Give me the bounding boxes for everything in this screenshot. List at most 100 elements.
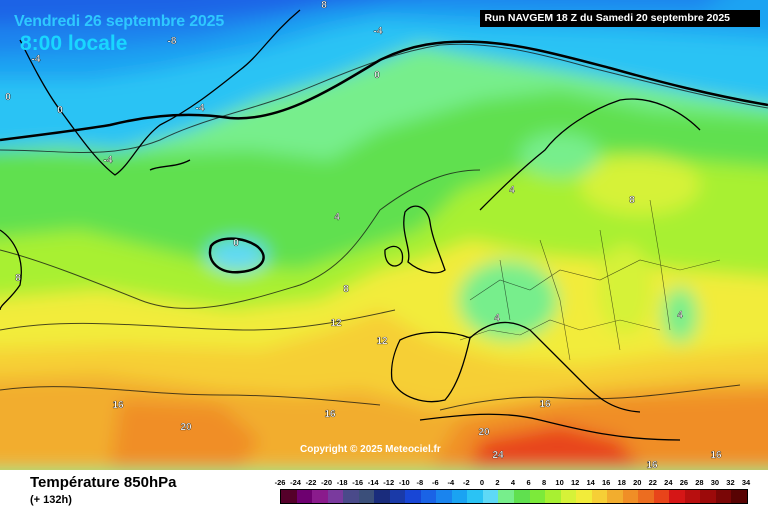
legend-tick-label: -20	[321, 478, 333, 487]
africa-coast	[419, 413, 681, 441]
legend-swatch	[607, 490, 623, 503]
legend-tick-label: 16	[602, 478, 611, 487]
iceland-coast	[149, 159, 191, 171]
label-0-greenland: 0	[57, 105, 63, 116]
legend-swatch	[560, 490, 577, 503]
legend-swatch	[451, 490, 468, 503]
legend-swatch	[467, 490, 483, 503]
legend-swatch	[653, 490, 670, 503]
label-16-east: 16	[710, 450, 722, 461]
legend-tick-label: 2	[495, 478, 500, 487]
legend-tick-label: 28	[695, 478, 704, 487]
label-12-atlantic: 12	[330, 318, 342, 329]
label-20-azores: 20	[180, 422, 192, 433]
legend-swatch	[281, 490, 297, 503]
label-0-cold-pool: 0	[233, 238, 239, 249]
label-12-biscay: 12	[376, 336, 388, 347]
legend-tick-label: 22	[648, 478, 657, 487]
legend-swatch	[482, 490, 499, 503]
product-title: Température 850hPa	[30, 474, 177, 491]
label-minus8: -8	[168, 36, 177, 47]
legend-swatch	[436, 490, 452, 503]
label-4-atlantic: 4	[334, 212, 340, 223]
scandinavia-coast	[479, 98, 701, 211]
legend-tick-label: 20	[633, 478, 642, 487]
legend-swatch	[343, 490, 359, 503]
legend-tick-label: -14	[367, 478, 379, 487]
legend-swatch	[715, 490, 732, 503]
isotherm-labels: 8 -8 -4 -4 0 0 -4 -4 0 4 0 8 8 12 12 4 8…	[5, 0, 722, 470]
britain-coast	[403, 205, 446, 274]
legend-tick-label: 30	[710, 478, 720, 487]
label-16-italy: 16	[539, 399, 551, 410]
legend-tick-label: -12	[383, 478, 395, 487]
legend-bar	[280, 489, 748, 504]
legend-tick-label: -16	[352, 478, 364, 487]
greenland-coast	[19, 9, 301, 176]
lead-time: (+ 132h)	[30, 494, 72, 506]
label-minus4-south: -4	[196, 103, 205, 114]
legend-swatch	[529, 490, 546, 503]
legend-swatch	[420, 490, 437, 503]
label-4-ukraine: 4	[677, 310, 683, 321]
legend-swatch	[684, 490, 701, 503]
label-4-germany: 4	[494, 313, 500, 324]
label-8-scandinavia: 8	[629, 195, 635, 206]
legend-swatch	[576, 490, 592, 503]
legend-swatch	[669, 490, 685, 503]
legend-swatch	[389, 490, 406, 503]
label-minus4-lower: -4	[104, 155, 113, 166]
legend-tick-label: -8	[416, 478, 424, 487]
legend-tick-label: 0	[479, 478, 484, 487]
legend-swatch	[591, 490, 608, 503]
label-8-canada: 8	[15, 273, 21, 284]
legend-swatch	[622, 490, 639, 503]
label-20-libya: 20	[478, 427, 490, 438]
canada-coast	[0, 229, 22, 311]
label-minus4-north: -4	[374, 26, 383, 37]
legend-tick-label: -6	[431, 478, 439, 487]
isotherm-lines	[0, 43, 768, 411]
legend-tick-label: -2	[463, 478, 470, 487]
label-0-norwegian-sea: 0	[374, 70, 380, 81]
legend-ticks: -26 -24 -22 -20 -18 -16 -14 -12 -10 -8 -6 -4 -2 0 2 4 6 8…	[275, 478, 756, 489]
legend-swatch	[545, 490, 561, 503]
mediterranean-north-coast	[469, 321, 641, 413]
map-footer: Température 850hPa (+ 132h) -26 -24 -22 -20…	[0, 470, 768, 512]
label-4-norway: 4	[509, 185, 515, 196]
legend-swatch	[638, 490, 654, 503]
forecast-date: Vendredi 26 septembre 2025	[14, 13, 225, 30]
iberia-coast	[390, 331, 471, 403]
legend-tick-label: 12	[570, 478, 580, 487]
legend-tick-label: 34	[741, 478, 751, 487]
legend-tick-label: 18	[617, 478, 626, 487]
ireland-coast	[384, 245, 404, 267]
legend-tick-label: -4	[447, 478, 455, 487]
legend-swatch	[312, 490, 328, 503]
legend-tick-label: 8	[541, 478, 547, 487]
temperature-map: 8 -8 -4 -4 0 0 -4 -4 0 4 0 8 8 12 12 4 8…	[0, 0, 768, 470]
label-16-africa: 16	[646, 460, 658, 470]
legend-tick-label: 14	[586, 478, 595, 487]
legend-tick-label: -22	[305, 478, 317, 487]
legend-tick-label: -24	[290, 478, 301, 487]
legend-swatch	[513, 490, 530, 503]
label-24-egypt: 24	[492, 450, 504, 461]
legend-tick-label: -26	[274, 478, 286, 487]
legend-tick-label: 32	[726, 478, 735, 487]
legend-tick-label: 4	[510, 478, 516, 487]
legend-tick-label: -18	[336, 478, 348, 487]
legend-tick-label: 24	[664, 478, 673, 487]
legend-swatch	[358, 490, 375, 503]
legend-swatch	[731, 490, 747, 503]
label-8-north: 8	[321, 0, 327, 11]
label-16-west: 16	[112, 400, 124, 411]
forecast-local-time: 8:00 locale	[20, 32, 128, 55]
borders	[459, 199, 721, 361]
legend-tick-label: 26	[679, 478, 689, 487]
legend-swatch	[700, 490, 716, 503]
color-scale-legend: -26 -24 -22 -20 -18 -16 -14 -12 -10 -8 -6 -4 -2 0 2 4 6 8…	[275, 478, 756, 504]
label-minus4-greenland: -4	[32, 54, 41, 65]
legend-swatch	[296, 490, 313, 503]
